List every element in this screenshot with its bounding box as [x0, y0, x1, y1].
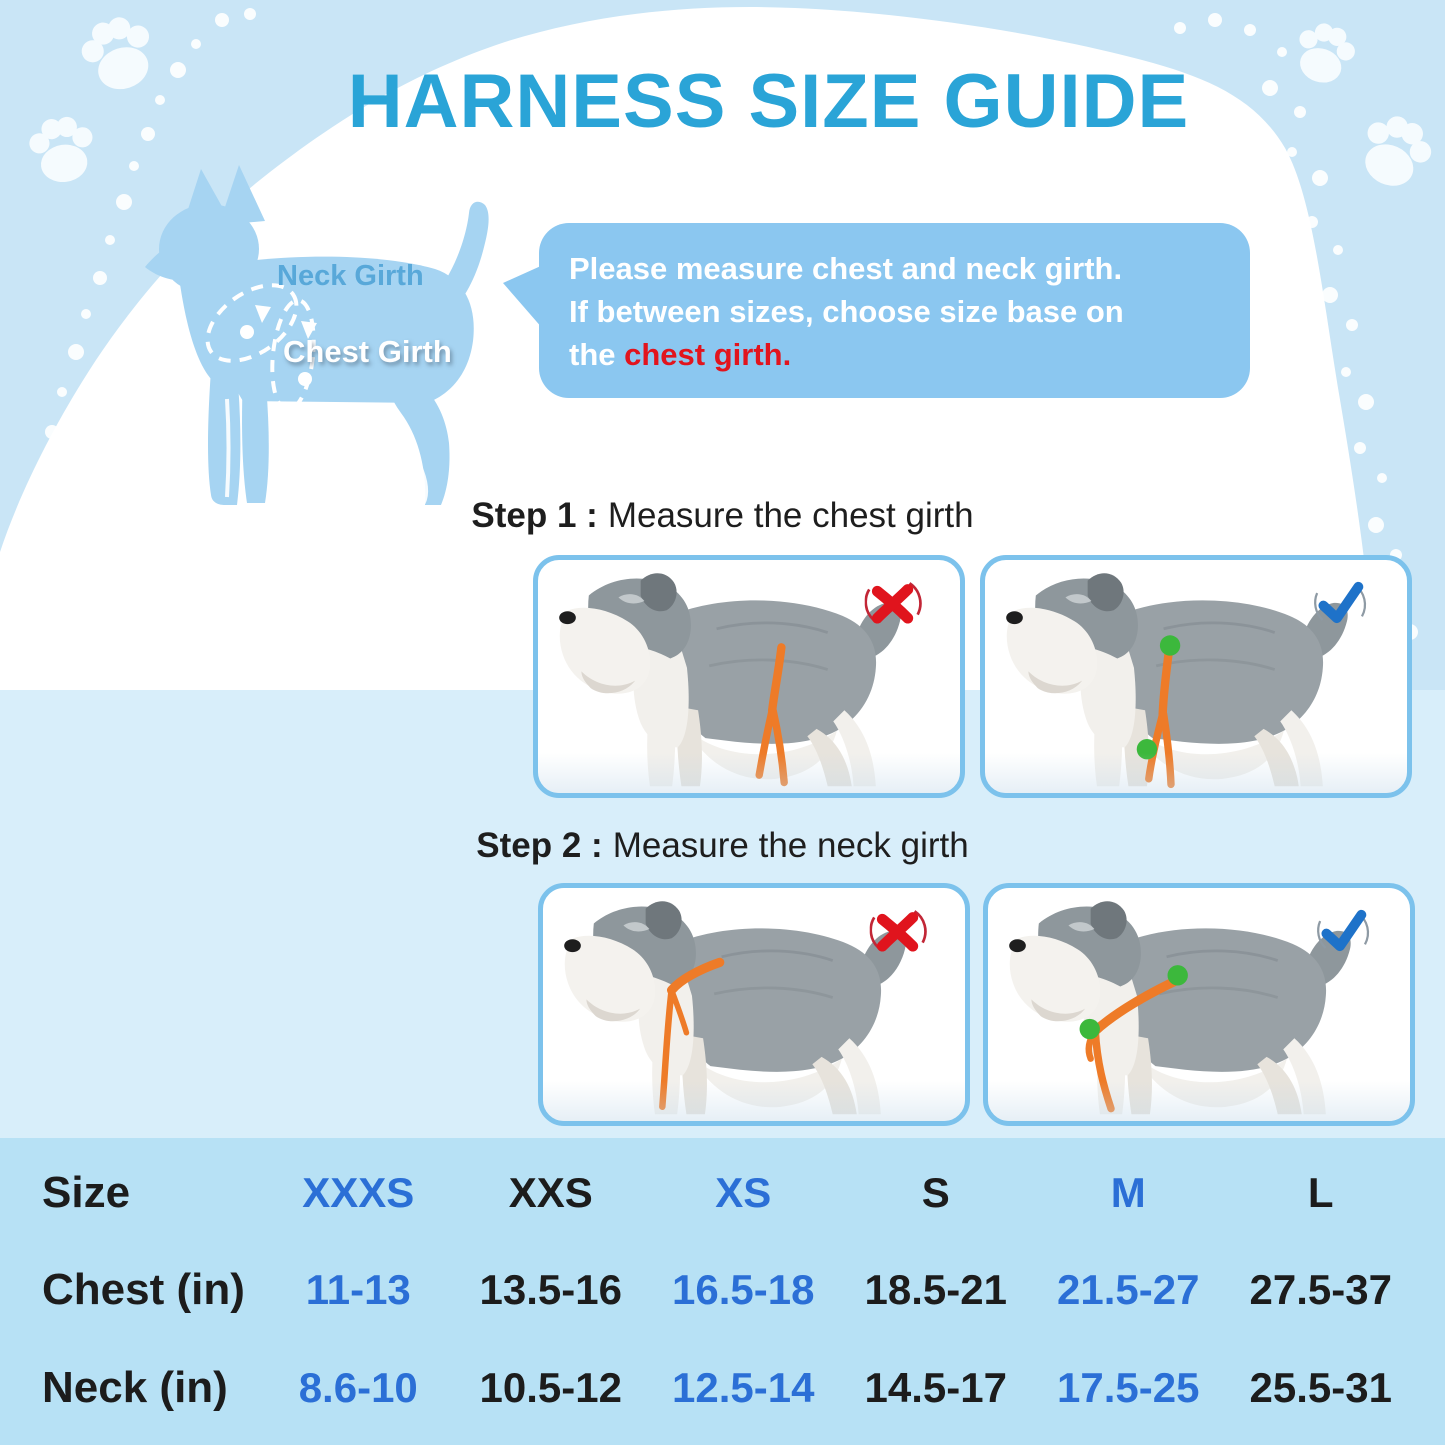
plush-dog-photo [1006, 573, 1348, 786]
step1-heading: Step 1 : Measure the chest girth [471, 496, 974, 535]
table-cell-neck: 12.5-14 [672, 1364, 815, 1412]
photo-step2-correct [983, 883, 1415, 1126]
bubble-line-1: Please measure chest and neck girth. [569, 251, 1123, 286]
table-cell-neck: 10.5-12 [479, 1364, 622, 1412]
plush-dog-photo [559, 573, 901, 786]
size-table: Size XXXS XXS XS S M L Chest (in) 11-13 … [0, 1138, 1445, 1445]
table-cell-size: XXS [508, 1168, 593, 1216]
page-title: HARNESS SIZE GUIDE [347, 59, 1190, 144]
neck-girth-label: Neck Girth [277, 260, 424, 292]
plush-dog-photo [564, 901, 906, 1114]
table-cell-size: L [1307, 1168, 1334, 1216]
photo-step2-wrong [538, 883, 970, 1126]
chest-girth-dashed-loop [270, 298, 317, 412]
table-cell-chest: 18.5-21 [864, 1266, 1007, 1314]
table-cell-size: M [1110, 1168, 1146, 1216]
table-cell-size: XXXS [302, 1168, 415, 1216]
table-cell-neck: 8.6-10 [298, 1364, 418, 1412]
table-cell-neck: 25.5-31 [1249, 1364, 1392, 1412]
table-cell-chest: 21.5-27 [1057, 1266, 1200, 1314]
dotted-trail [17, 8, 1418, 681]
bubble-line-2: If between sizes, choose size base on [569, 294, 1124, 329]
speech-bubble-tail [503, 265, 543, 329]
neck-girth-dashed-loop [205, 283, 299, 363]
table-cell-neck: 17.5-25 [1057, 1364, 1200, 1412]
table-cell-size: XS [715, 1168, 772, 1216]
photo-step1-correct [980, 555, 1412, 798]
table-cell-neck: 14.5-17 [864, 1364, 1007, 1412]
step2-heading: Step 2 : Measure the neck girth [476, 826, 969, 865]
table-background-band [0, 1138, 1445, 1445]
table-cell-size: S [921, 1168, 950, 1216]
plush-dog-photo [1009, 901, 1351, 1114]
measure-point-icon [1136, 739, 1158, 760]
dog-silhouette-diagram [145, 165, 489, 505]
table-cell-chest: 27.5-37 [1249, 1266, 1392, 1314]
table-cell-chest: 11-13 [305, 1266, 411, 1314]
table-cell-chest: 13.5-16 [479, 1266, 622, 1314]
table-row-label: Chest (in) [42, 1265, 245, 1315]
table-cell-chest: 16.5-18 [672, 1266, 815, 1314]
measure-point-icon [1079, 1018, 1100, 1040]
chest-girth-highlight: chest girth [624, 337, 783, 372]
speech-bubble: Please measure chest and neck girth. If … [539, 223, 1250, 398]
measure-point-icon [1167, 965, 1188, 986]
bubble-line-3: the chest girth. [569, 337, 792, 372]
table-row-label: Neck (in) [42, 1363, 228, 1413]
photo-step1-wrong [533, 555, 965, 798]
chest-girth-label: Chest Girth [283, 334, 452, 369]
measure-point-icon [1159, 635, 1181, 656]
table-row-label: Size [42, 1167, 131, 1217]
